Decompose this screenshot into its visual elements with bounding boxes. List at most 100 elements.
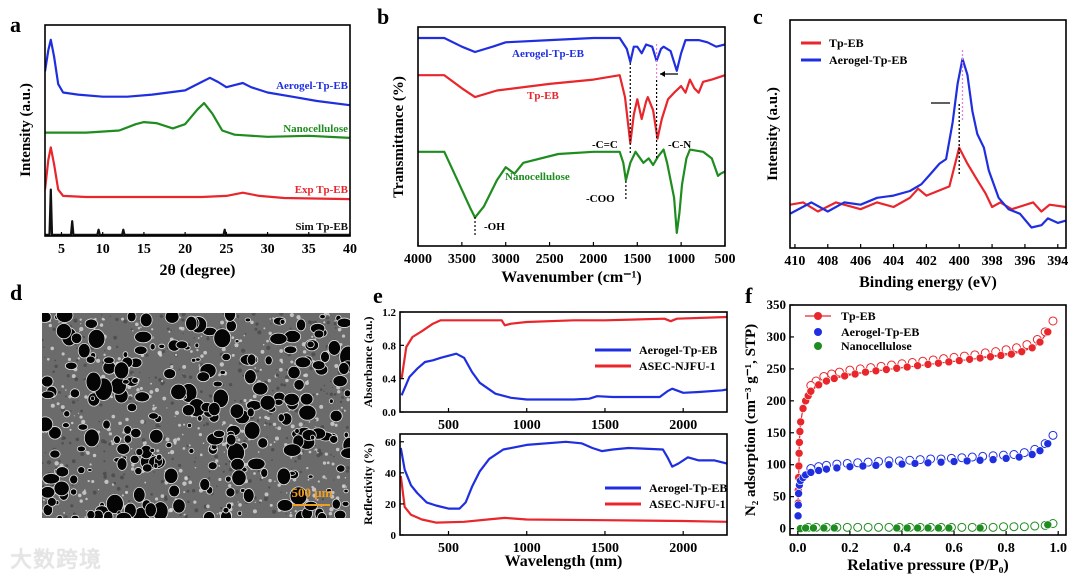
adsorption-point <box>796 417 805 427</box>
series-line-aerogel-tp-eb <box>418 36 725 72</box>
chart-panel-f: f 0.0 0.2 0.4 0.6 0.8 1.0 0 50 100 150 200 250 300 350… <box>743 283 1067 574</box>
legend-item: Aerogel-Tp-EB <box>605 481 727 495</box>
adsorption-point <box>954 356 964 365</box>
adsorption-point <box>1043 520 1053 530</box>
adsorption-point <box>1035 337 1045 347</box>
series-line-aerogel-tp-eb <box>45 38 350 107</box>
legend-item: Tp-EB <box>801 36 864 50</box>
chart-panel-a: a 5 10 15 20 25 30 35 40 2θ (degree) Intensity (a.… <box>10 12 357 279</box>
adsorption-point <box>934 523 943 533</box>
x-axis-label: Relative pressure (P/P₀) <box>847 557 1009 574</box>
plot-area <box>400 315 727 401</box>
legend-label: Aerogel-Tp-EB <box>841 325 919 339</box>
legend-label: ASEC-NJFU-1 <box>649 497 726 511</box>
y-axis-label: Transmittance (%) <box>391 76 407 198</box>
adsorption-point <box>892 523 902 533</box>
adsorption-point <box>884 460 894 470</box>
adsorption-point <box>988 455 998 464</box>
x-tick-label: 396 <box>1014 254 1035 269</box>
adsorption-point <box>913 523 922 533</box>
sem-image <box>42 313 350 518</box>
scale-bar-label: 500 μm <box>292 485 333 500</box>
desorption-point <box>853 522 863 532</box>
adsorption-point <box>1007 349 1016 359</box>
adsorption-point <box>840 371 849 381</box>
series-line-sim tp-eb <box>45 188 350 236</box>
x-tick-label: 20 <box>178 242 192 257</box>
peak-annotation: -OH <box>484 221 505 233</box>
y-tick-label: 1.2 <box>382 307 396 319</box>
series-label: Sim Tp-EB <box>295 221 348 233</box>
adsorption-point <box>793 511 803 521</box>
y-tick-label: 200 <box>767 393 787 408</box>
adsorption-point <box>1027 450 1037 459</box>
y-tick-label: 0 <box>780 521 787 536</box>
x-tick-label: 30 <box>261 242 275 257</box>
adsorption-point <box>795 438 804 447</box>
series-line-nanocellulose <box>45 101 350 139</box>
adsorption-point <box>1043 327 1053 337</box>
axes-frame <box>789 19 1067 249</box>
plot-area <box>418 36 725 234</box>
x-tick-label: 400 <box>949 254 970 269</box>
legend-item: Aerogel-Tp-EB <box>814 325 919 339</box>
adsorption-point <box>996 351 1006 360</box>
desorption-point <box>874 522 884 532</box>
adsorption-point <box>850 369 860 379</box>
panel-label: f <box>745 283 753 308</box>
desorption-point <box>1048 316 1058 326</box>
adsorption-point <box>913 361 922 370</box>
adsorption-point <box>1017 347 1027 356</box>
series-line-asec-njfu-1 <box>400 475 727 524</box>
adsorption-point <box>962 456 972 466</box>
adsorption-point <box>944 357 954 367</box>
x-tick-label: 1500 <box>623 252 651 267</box>
legend-marker <box>814 342 822 350</box>
adsorption-point <box>897 459 907 469</box>
x-tick-label: 1000 <box>513 541 541 556</box>
y-tick-label: 300 <box>767 329 787 344</box>
adsorption-point <box>882 365 891 374</box>
x-tick-label: 3000 <box>492 252 520 267</box>
arrow-head-icon <box>660 71 665 77</box>
adsorption-point <box>829 374 839 383</box>
adsorption-point <box>806 386 816 396</box>
legend-label: Tp-EB <box>829 36 864 50</box>
axes-frame <box>417 26 726 247</box>
x-axis-label: Binding energy (eV) <box>859 274 997 291</box>
adsorption-point <box>871 366 881 376</box>
adsorption-point <box>902 523 912 533</box>
legend-item: Aerogel-Tp-EB <box>595 343 717 357</box>
y-axis-label: N₂ adsorption (cm⁻³ g⁻¹, STP) <box>743 324 759 516</box>
series-line-aerogel-tp-eb <box>400 352 727 401</box>
adsorption-point <box>871 461 881 470</box>
legend-label: Tp-EB <box>841 309 876 323</box>
adsorption-point <box>829 523 839 533</box>
x-tick-label: 0.4 <box>893 541 911 556</box>
legend-label: Aerogel-Tp-EB <box>829 53 907 67</box>
panel-label: c <box>753 4 763 29</box>
adsorption-point <box>798 404 808 413</box>
y-axis-label: Absorbance (a.u.) <box>361 316 375 407</box>
series-line-tp-eb <box>790 146 1066 213</box>
plot-area <box>790 57 1066 229</box>
x-tick-label: 404 <box>883 254 904 269</box>
x-tick-label: 2000 <box>669 541 697 556</box>
series-line-asec-njfu-1 <box>400 315 727 379</box>
x-tick-label: 406 <box>850 254 871 269</box>
plot-area <box>793 316 1058 533</box>
adsorption-point <box>1027 343 1037 353</box>
y-axis-label: Intensity (a.u.) <box>18 83 34 177</box>
series-label: Aerogel-Tp-EB <box>276 80 349 92</box>
series-label: Nanocellulose <box>505 171 570 183</box>
y-tick-label: 250 <box>767 361 787 376</box>
x-tick-label: 35 <box>302 242 316 257</box>
adsorption-point <box>936 457 946 467</box>
x-tick-label: 3500 <box>448 252 476 267</box>
adsorption-point <box>1043 439 1053 448</box>
legend-item: Tp-EB <box>805 309 876 323</box>
x-tick-label: 1500 <box>591 541 619 556</box>
peak-annotation: -C=C <box>592 139 618 151</box>
chart-panel-e2: 500 1000 1500 2000 0 20 40 60 Wavelength (nm) Ref… <box>361 433 728 570</box>
x-tick-label: 1000 <box>667 252 695 267</box>
